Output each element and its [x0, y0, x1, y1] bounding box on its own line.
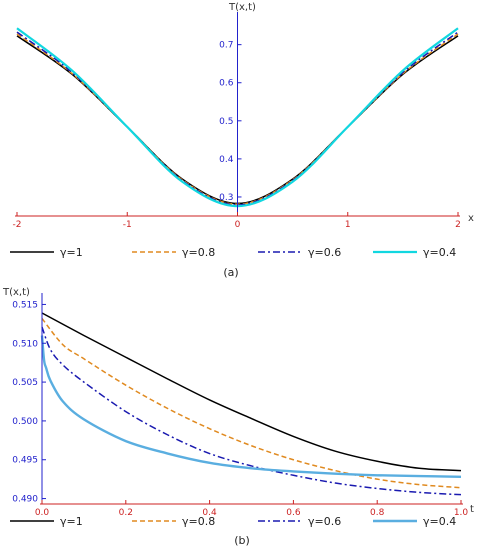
panel-a-plot: -2 -1 0 1 2 0.3 0.4 0.5 0.6 0.7 T(x,t) x	[13, 2, 474, 230]
panel-a-legend-label-2: γ=0.6	[308, 246, 341, 259]
panel-a-y-tick-label: 0.7	[219, 41, 233, 51]
panel-b-x-tick-label: 0.4	[202, 508, 217, 518]
panel-a-x-tick-label: 2	[455, 220, 461, 230]
panel-b-series-line-1	[41, 317, 462, 489]
panel-a-x-tick-label: -1	[123, 220, 132, 230]
panel-b-x-tick-label: 0.6	[286, 508, 301, 518]
panel-b-legend-label-0: γ=1	[60, 515, 83, 528]
panel-b-y-tick-label: 0.510	[12, 339, 38, 349]
panel-b-caption: (b)	[234, 534, 250, 547]
panel-b-legend-label-2: γ=0.6	[308, 515, 341, 528]
panel-a-legend: γ=1 γ=0.8 γ=0.6 γ=0.4	[10, 246, 456, 259]
panel-a-caption: (a)	[223, 266, 238, 279]
panel-b-series-line-3	[40, 335, 462, 479]
panel-a-legend-label-3: γ=0.4	[423, 246, 456, 259]
panel-a-y-tick-label: 0.4	[219, 155, 234, 165]
panel-b-x-tick-label: 0.8	[370, 508, 385, 518]
panel-b-legend: γ=1 γ=0.8 γ=0.6 γ=0.4	[10, 515, 456, 528]
panel-b-legend-label-1: γ=0.8	[182, 515, 215, 528]
panel-b-plot: 0.0 0.2 0.4 0.6 0.8 1.0 0.490 0.495 0.500 0.505 0.…	[2, 287, 474, 518]
panel-b-x-tick-label: 1.0	[454, 508, 469, 518]
panel-a-x-tick-label: 0	[235, 220, 241, 230]
panel-b-x-tick-label: 0.2	[119, 508, 133, 518]
panel-b-legend-label-3: γ=0.4	[423, 515, 456, 528]
panel-b-series-line-0	[41, 312, 462, 472]
panel-a-y-axis-label: T(x,t)	[228, 2, 256, 13]
panel-b-y-tick-label: 0.515	[12, 300, 38, 310]
panel-a-x-tick-label: 1	[345, 220, 351, 230]
panel-a-legend-label-0: γ=1	[60, 246, 83, 259]
panel-b-series-line-2	[41, 326, 462, 496]
panel-a-y-tick-label: 0.6	[219, 79, 234, 89]
panel-a-x-tick-label: -2	[13, 220, 22, 230]
panel-b-y-tick-label: 0.490	[12, 495, 38, 505]
panel-b-x-tick-label: 0.0	[35, 508, 50, 518]
panel-b-y-tick-label: 0.495	[12, 456, 38, 466]
panel-a-y-tick-label: 0.3	[219, 193, 233, 203]
panel-b-y-axis-label: T(x,t)	[2, 287, 30, 298]
panel-b-x-axis-label: t	[470, 504, 474, 515]
panel-b-y-tick-label: 0.505	[12, 378, 38, 388]
panel-a-x-axis-label: x	[468, 213, 474, 224]
panel-b-y-tick-label: 0.500	[12, 417, 38, 427]
panel-a-y-tick-label: 0.5	[219, 117, 233, 127]
panel-a-legend-label-1: γ=0.8	[182, 246, 215, 259]
